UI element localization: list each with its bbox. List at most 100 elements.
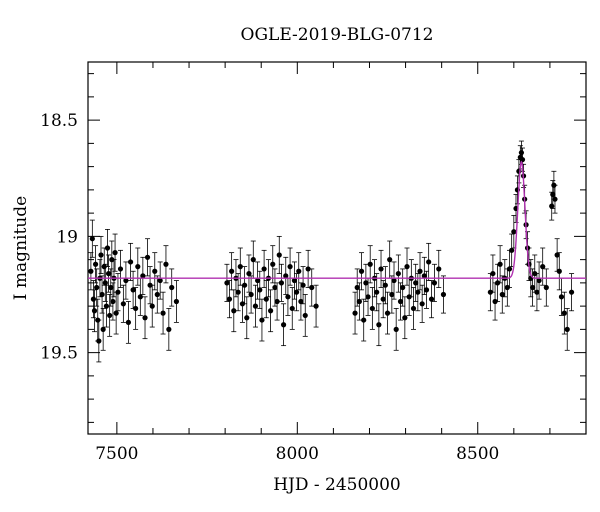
data-point bbox=[528, 275, 534, 281]
data-point bbox=[105, 270, 112, 277]
data-point bbox=[406, 294, 412, 300]
data-point bbox=[529, 284, 536, 291]
data-point bbox=[436, 266, 442, 272]
data-point bbox=[252, 303, 259, 309]
data-point bbox=[296, 268, 302, 274]
data-point bbox=[536, 277, 542, 284]
data-point bbox=[235, 289, 241, 295]
data-point bbox=[564, 326, 570, 332]
data-point bbox=[276, 252, 282, 258]
data-point bbox=[123, 277, 129, 284]
data-point bbox=[550, 191, 556, 198]
data-point bbox=[300, 282, 306, 288]
data-point bbox=[152, 268, 158, 274]
data-point bbox=[380, 296, 386, 302]
data-point bbox=[108, 284, 114, 291]
data-point bbox=[354, 284, 360, 291]
data-point bbox=[393, 326, 399, 332]
data-point bbox=[298, 298, 304, 305]
data-point bbox=[278, 280, 285, 286]
data-point bbox=[492, 298, 498, 305]
data-point bbox=[534, 289, 540, 295]
data-point bbox=[248, 291, 254, 298]
model-curve bbox=[88, 160, 586, 279]
data-point bbox=[115, 289, 121, 295]
data-point bbox=[415, 289, 421, 295]
data-point bbox=[263, 296, 269, 302]
data-point bbox=[257, 287, 263, 293]
data-point bbox=[113, 310, 119, 316]
data-point bbox=[419, 301, 425, 307]
data-point bbox=[244, 315, 250, 321]
data-point bbox=[384, 310, 391, 316]
data-point bbox=[140, 273, 146, 279]
data-point bbox=[112, 250, 118, 256]
data-point bbox=[110, 298, 116, 305]
data-point bbox=[92, 261, 99, 267]
data-point bbox=[309, 284, 315, 291]
data-point bbox=[280, 322, 287, 328]
data-point bbox=[135, 264, 141, 270]
data-point bbox=[428, 296, 435, 302]
data-point bbox=[540, 264, 546, 270]
data-point bbox=[518, 150, 525, 156]
data-point bbox=[404, 264, 410, 270]
data-point bbox=[313, 303, 319, 309]
data-point bbox=[554, 252, 560, 258]
data-point bbox=[365, 294, 371, 300]
data-point bbox=[231, 308, 237, 314]
axis-ticks bbox=[88, 62, 586, 434]
data-point bbox=[90, 296, 97, 302]
data-point bbox=[95, 317, 101, 323]
data-point bbox=[293, 289, 300, 295]
data-point bbox=[274, 298, 280, 305]
data-point bbox=[261, 266, 267, 272]
data-point bbox=[246, 270, 252, 277]
data-point bbox=[163, 261, 169, 267]
data-point bbox=[137, 294, 143, 300]
data-point bbox=[226, 296, 233, 302]
data-point bbox=[98, 252, 104, 258]
x-tick-label: 8000 bbox=[276, 444, 319, 464]
data-point bbox=[556, 268, 562, 274]
data-point bbox=[100, 326, 106, 332]
plot-frame bbox=[87, 61, 587, 435]
data-point bbox=[497, 261, 503, 267]
data-point bbox=[154, 291, 160, 298]
x-tick-label: 7500 bbox=[95, 444, 138, 464]
data-point bbox=[173, 298, 180, 305]
data-point bbox=[387, 257, 393, 263]
data-point bbox=[549, 203, 555, 209]
data-point bbox=[376, 322, 382, 328]
data-point bbox=[543, 284, 549, 291]
data-point bbox=[99, 291, 105, 298]
data-point bbox=[487, 289, 493, 295]
data-point bbox=[142, 315, 148, 321]
data-point bbox=[109, 257, 115, 263]
data-point bbox=[389, 291, 395, 298]
data-point bbox=[551, 182, 557, 188]
data-point bbox=[107, 312, 113, 319]
data-point bbox=[229, 268, 235, 274]
data-point bbox=[169, 284, 175, 291]
data-point bbox=[242, 282, 248, 288]
data-point bbox=[147, 282, 153, 288]
data-point bbox=[413, 280, 419, 286]
x-axis-title: HJD - 2450000 bbox=[273, 475, 401, 495]
data-point bbox=[103, 303, 110, 309]
data-point bbox=[117, 266, 124, 272]
y-tick-label: 19.5 bbox=[40, 344, 78, 364]
data-point bbox=[287, 264, 293, 270]
data-point bbox=[382, 282, 388, 288]
data-point bbox=[302, 312, 308, 319]
data-point bbox=[224, 280, 230, 286]
data-point bbox=[270, 261, 276, 267]
data-point bbox=[361, 317, 367, 323]
data-point bbox=[268, 308, 274, 314]
data-point bbox=[509, 247, 515, 253]
data-point bbox=[397, 298, 404, 305]
data-point bbox=[133, 305, 139, 312]
data-point bbox=[504, 284, 510, 291]
data-point bbox=[305, 266, 311, 272]
data-point bbox=[568, 289, 575, 295]
